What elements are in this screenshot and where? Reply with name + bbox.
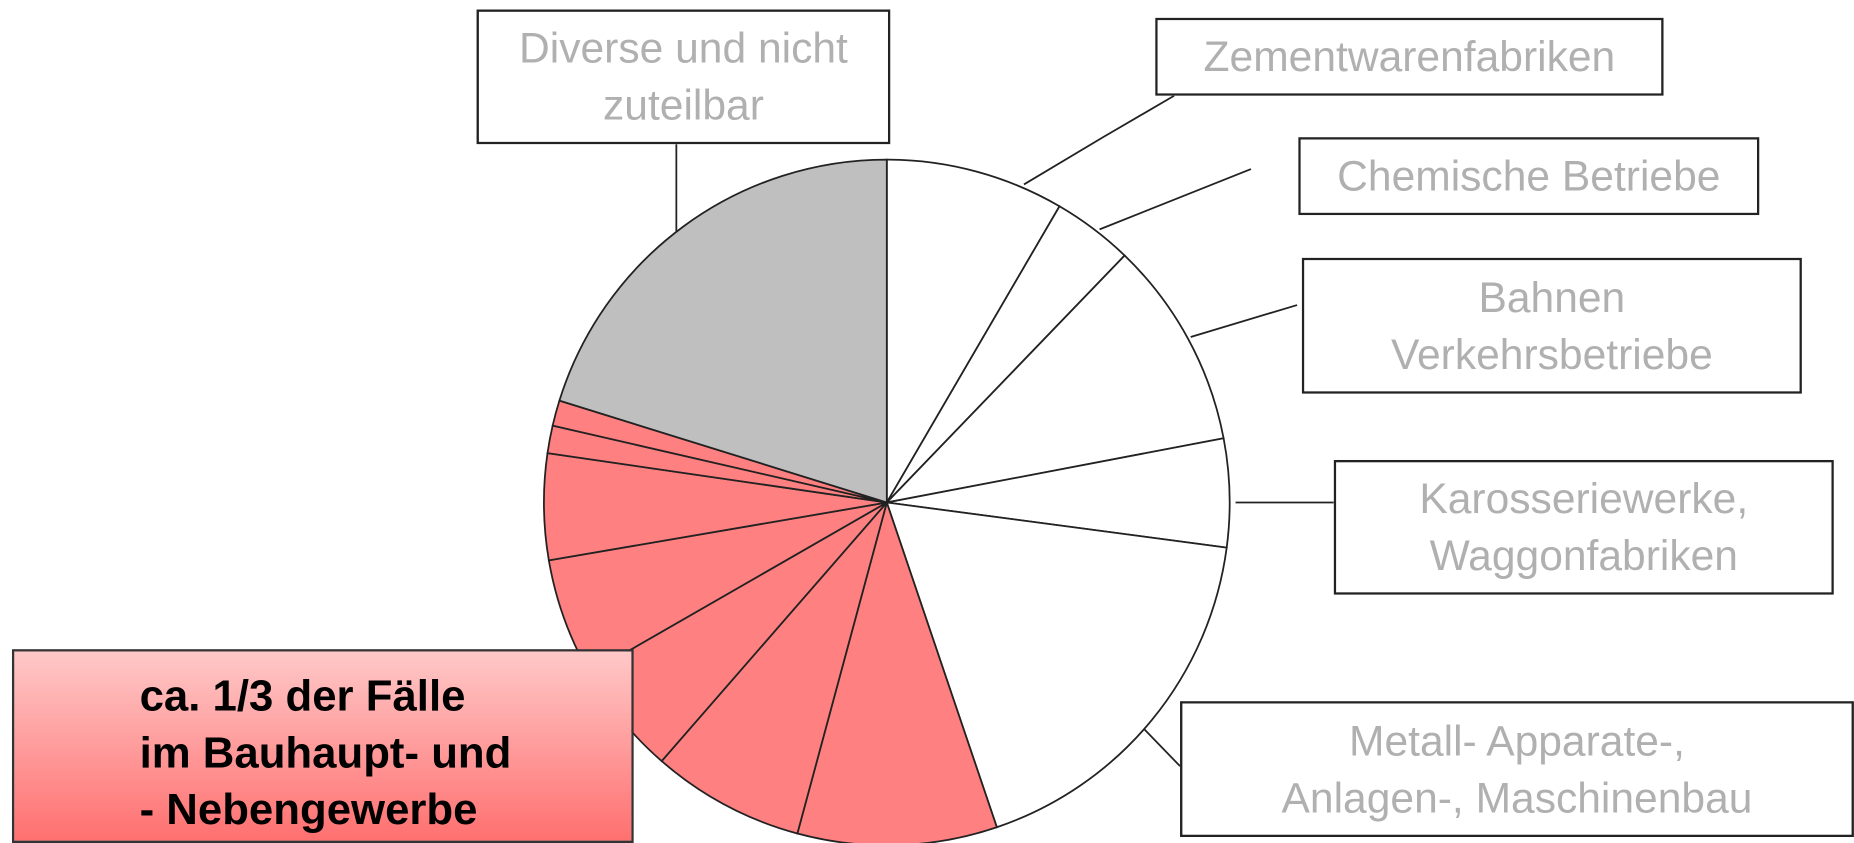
annotation-line: ca. 1/3 der Fälle — [139, 671, 466, 721]
slice-label: Karosseriewerke, Waggonfabriken — [1333, 459, 1834, 595]
pie-slice — [796, 499, 998, 843]
labels: Zementwarenfabriken Chemische Betriebe Bah… — [476, 9, 1854, 838]
leader-lines — [675, 95, 1334, 767]
slice-label: Diverse und nicht zuteilbar — [476, 9, 891, 145]
slice-label: Bahnen Verkehrsbetriebe — [1301, 257, 1802, 394]
pie — [543, 158, 1231, 843]
leader-line — [1023, 95, 1175, 186]
annotation-box: ca. 1/3 der Fälle im Bauhaupt- und - Neb… — [11, 649, 634, 843]
annotation-line: im Bauhaupt- und — [139, 728, 512, 777]
slice-label: Metall- Apparate-, Anlagen-, Maschinenba… — [1180, 701, 1854, 838]
pie-slice — [884, 254, 1225, 504]
annotation: ca. 1/3 der Fälle im Bauhaupt- und - Neb… — [11, 649, 634, 843]
pie-slice — [558, 158, 888, 504]
label-box: Metall- Apparate-, Anlagen-, Maschinenba… — [1180, 701, 1854, 838]
pie-slice — [885, 501, 1228, 829]
label-box: Chemische Betriebe — [1298, 137, 1760, 216]
pie-slice — [885, 158, 1061, 506]
leader-line — [1143, 728, 1181, 767]
label-box: Karosseriewerke, Waggonfabriken — [1333, 459, 1834, 595]
leader-line — [1099, 168, 1252, 231]
slice-label: Zementwarenfabriken — [1155, 17, 1664, 96]
label-box: Bahnen Verkehrsbetriebe — [1301, 257, 1802, 394]
annotation-line: - Nebengewerbe — [139, 785, 478, 834]
pie-slice — [660, 501, 888, 835]
label-box: Zementwarenfabriken — [1155, 17, 1664, 96]
slice-label: Chemische Betriebe — [1298, 137, 1760, 216]
label-box: Diverse und nicht zuteilbar — [476, 9, 891, 145]
leader-line — [1190, 304, 1298, 338]
